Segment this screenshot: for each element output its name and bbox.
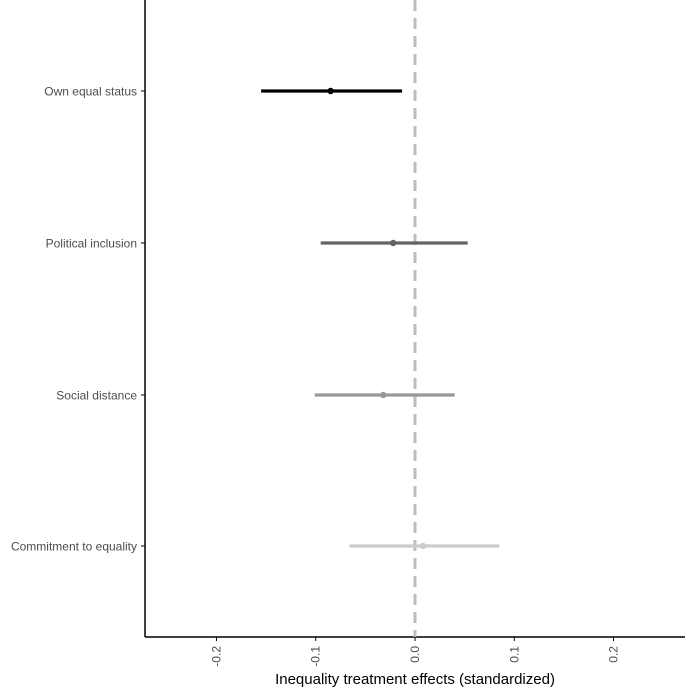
x-tick-label: -0.1 <box>309 646 323 667</box>
y-tick-label: Political inclusion <box>46 237 137 251</box>
y-tick-label: Commitment to equality <box>11 540 137 554</box>
x-tick-label: 0.0 <box>408 646 422 663</box>
estimate-point <box>419 542 427 550</box>
series-layer <box>261 87 500 550</box>
y-label-layer: Own equal status Political inclusion Socia… <box>11 85 145 554</box>
y-tick-label: Social distance <box>56 389 137 403</box>
x-tick-label: -0.2 <box>209 646 223 667</box>
x-tick-label: 0.2 <box>607 646 621 663</box>
estimate-point <box>389 239 397 247</box>
x-tick-label: 0.1 <box>507 646 521 663</box>
estimate-point <box>327 87 334 95</box>
x-tick-layer: -0.2 -0.1 0.0 0.1 0.2 <box>209 637 621 667</box>
x-axis-title: Inequality treatment effects (standardiz… <box>275 671 555 688</box>
y-tick-label: Own equal status <box>44 85 137 99</box>
estimate-point <box>380 391 387 399</box>
